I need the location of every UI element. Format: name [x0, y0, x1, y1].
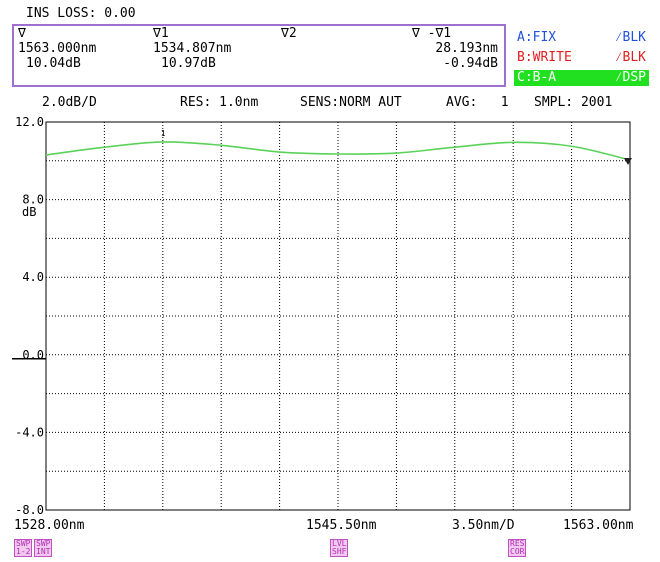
- trace-c-legend[interactable]: C:B-A ⁄DSP: [514, 70, 649, 86]
- y-tick-label: 4.0: [22, 270, 44, 284]
- center-wavelength: 1545.50nm: [306, 518, 377, 533]
- marker-info-box: ∇ 1563.000nm 10.04dB ∇1 1534.807nm 10.97…: [12, 24, 506, 87]
- softkey-sweep-1-2[interactable]: SWP 1-2: [14, 539, 33, 557]
- trace-end-arrow: [624, 158, 632, 166]
- trace-a-name: A:FIX: [517, 30, 557, 45]
- resolution-setting: RES: 1.0nm: [180, 95, 259, 110]
- softkey-line: SWP: [36, 539, 51, 548]
- average-setting: AVG: 1: [446, 95, 509, 110]
- y-tick-label: 0.0: [22, 348, 44, 362]
- stop-wavelength: 1563.00nm: [563, 518, 634, 533]
- marker-level: 10.04dB: [26, 56, 81, 71]
- marker-symbol: ∇: [18, 26, 26, 41]
- marker1-symbol: ∇1: [153, 26, 169, 41]
- y-tick-label: 12.0: [15, 115, 44, 129]
- softkey-line: SHF: [332, 547, 347, 556]
- sensitivity-setting: SENS:NORM AUT: [300, 95, 402, 110]
- softkey-sweep-int[interactable]: SWP INT: [34, 539, 53, 557]
- trace-line-group: [45, 141, 631, 161]
- delta-level: -0.94dB: [443, 56, 498, 71]
- trace-a-legend[interactable]: A:FIX ⁄BLK: [514, 30, 649, 46]
- y-tick-label: 8.0: [22, 193, 44, 207]
- scale-setting: 2.0dB/D: [42, 95, 97, 110]
- delta-marker-symbol: ∇ -∇1: [412, 26, 452, 41]
- trace-b-mode: ⁄BLK: [614, 50, 646, 65]
- ins-loss-label: INS LOSS: 0.00: [26, 6, 136, 21]
- softkey-line: SWP: [16, 539, 31, 548]
- softkey-line: INT: [36, 547, 51, 556]
- spectrum-chart: 12.0 8.0 4.0 0.0 -4.0 -8.0 dB 1: [12, 115, 632, 517]
- trace-c-name: C:B-A: [517, 70, 557, 85]
- y-tick-label: -8.0: [15, 503, 44, 517]
- sampling-setting: SMPL: 2001: [534, 95, 613, 110]
- y-tick-label: -4.0: [15, 425, 44, 439]
- trace-c-mode: ⁄DSP: [614, 70, 646, 85]
- softkey-line: LVL: [332, 539, 347, 548]
- marker2-symbol: ∇2: [281, 26, 297, 41]
- delta-wavelength: 28.193nm: [435, 41, 498, 56]
- marker-label: 1: [161, 129, 166, 138]
- marker-wavelength: 1563.000nm: [18, 41, 97, 56]
- trace-b-legend[interactable]: B:WRITE ⁄BLK: [514, 50, 649, 66]
- chart-grid: [45, 121, 631, 511]
- softkey-line: RES: [510, 539, 525, 548]
- trace-a-mode: ⁄BLK: [614, 30, 646, 45]
- trace-c-line: [45, 141, 631, 161]
- softkey-resolution-correction[interactable]: RES COR: [508, 539, 527, 557]
- trace-b-name: B:WRITE: [517, 50, 572, 65]
- y-tick-labels: 12.0 8.0 4.0 0.0 -4.0 -8.0: [15, 115, 44, 517]
- start-wavelength: 1528.00nm: [14, 518, 85, 533]
- marker1-wavelength: 1534.807nm: [153, 41, 232, 56]
- softkey-line: COR: [510, 547, 525, 556]
- softkey-level-shift[interactable]: LVL SHF: [330, 539, 349, 557]
- y-unit-label: dB: [22, 205, 36, 219]
- marker1-level: 10.97dB: [161, 56, 216, 71]
- span-per-division: 3.50nm/D: [452, 518, 515, 533]
- softkey-line: 1-2: [16, 547, 31, 556]
